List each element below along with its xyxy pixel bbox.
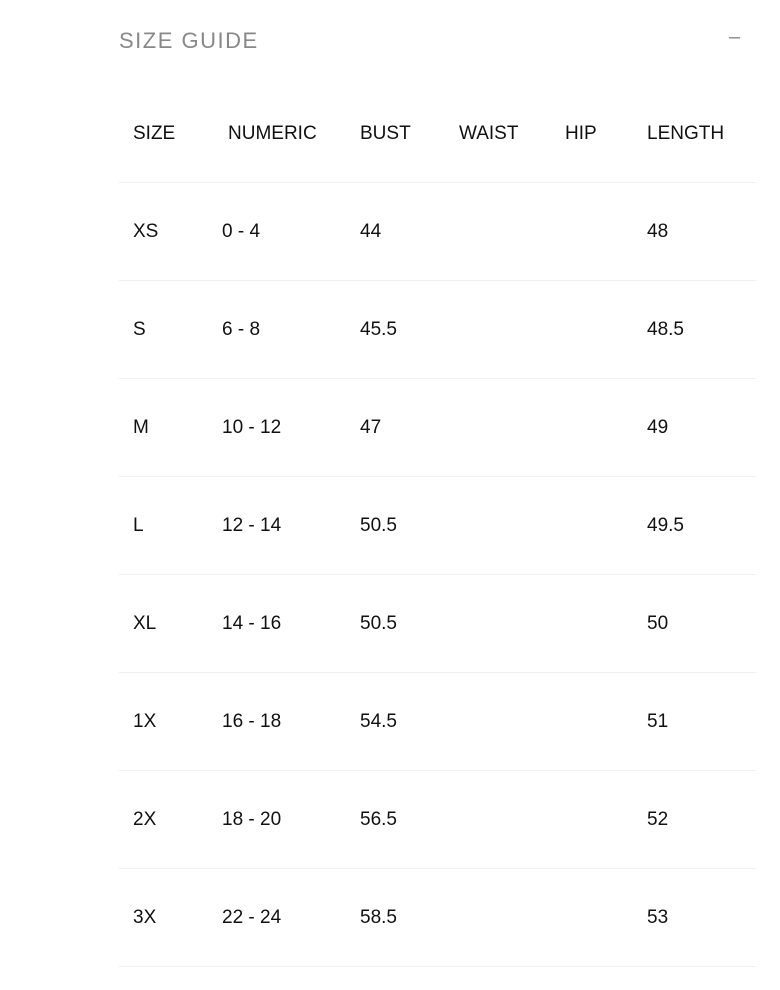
cell-bust: 58.5 — [360, 906, 397, 928]
cell-bust: 44 — [360, 220, 382, 242]
cell-length: 52 — [647, 808, 669, 830]
cell-length: 50 — [647, 612, 669, 634]
table-row: XS 0 - 4 44 48 — [119, 183, 756, 281]
cell-bust: 47 — [360, 416, 382, 438]
table-row: L 12 - 14 50.5 49.5 — [119, 477, 756, 575]
cell-bust: 50.5 — [360, 514, 397, 536]
column-header-length: LENGTH — [647, 122, 725, 144]
minus-icon[interactable]: – — [729, 26, 741, 48]
cell-size: L — [133, 514, 144, 536]
column-header-size: SIZE — [133, 122, 176, 144]
table-row: S 6 - 8 45.5 48.5 — [119, 281, 756, 379]
cell-bust: 56.5 — [360, 808, 397, 830]
table-row: 1X 16 - 18 54.5 51 — [119, 673, 756, 771]
cell-numeric: 6 - 8 — [222, 318, 261, 340]
column-header-bust: BUST — [360, 122, 411, 144]
cell-numeric: 12 - 14 — [222, 514, 282, 536]
cell-size: 3X — [133, 906, 157, 928]
cell-size: 1X — [133, 710, 157, 732]
cell-size: M — [133, 416, 149, 438]
cell-numeric: 22 - 24 — [222, 906, 282, 928]
cell-numeric: 16 - 18 — [222, 710, 282, 732]
cell-length: 49 — [647, 416, 669, 438]
cell-bust: 50.5 — [360, 612, 397, 634]
size-table: SIZE NUMERIC BUST WAIST HIP LENGTH XS 0 -… — [119, 85, 756, 967]
table-row: XL 14 - 16 50.5 50 — [119, 575, 756, 673]
cell-length: 48.5 — [647, 318, 684, 340]
cell-size: XL — [133, 612, 157, 634]
cell-length: 51 — [647, 710, 669, 732]
cell-size: 2X — [133, 808, 157, 830]
cell-length: 48 — [647, 220, 669, 242]
table-header: SIZE NUMERIC BUST WAIST HIP LENGTH — [119, 85, 756, 183]
cell-size: XS — [133, 220, 159, 242]
column-header-hip: HIP — [565, 122, 597, 144]
column-header-numeric: NUMERIC — [228, 122, 317, 144]
table-row: 3X 22 - 24 58.5 53 — [119, 869, 756, 967]
cell-bust: 54.5 — [360, 710, 397, 732]
cell-numeric: 18 - 20 — [222, 808, 282, 830]
cell-numeric: 0 - 4 — [222, 220, 261, 242]
table-row: M 10 - 12 47 49 — [119, 379, 756, 477]
cell-length: 49.5 — [647, 514, 684, 536]
cell-bust: 45.5 — [360, 318, 397, 340]
cell-length: 53 — [647, 906, 669, 928]
cell-numeric: 10 - 12 — [222, 416, 282, 438]
size-guide-title: SIZE GUIDE — [119, 28, 259, 53]
cell-numeric: 14 - 16 — [222, 612, 282, 634]
cell-size: S — [133, 318, 146, 340]
table-row: 2X 18 - 20 56.5 52 — [119, 771, 756, 869]
column-header-waist: WAIST — [459, 122, 519, 144]
